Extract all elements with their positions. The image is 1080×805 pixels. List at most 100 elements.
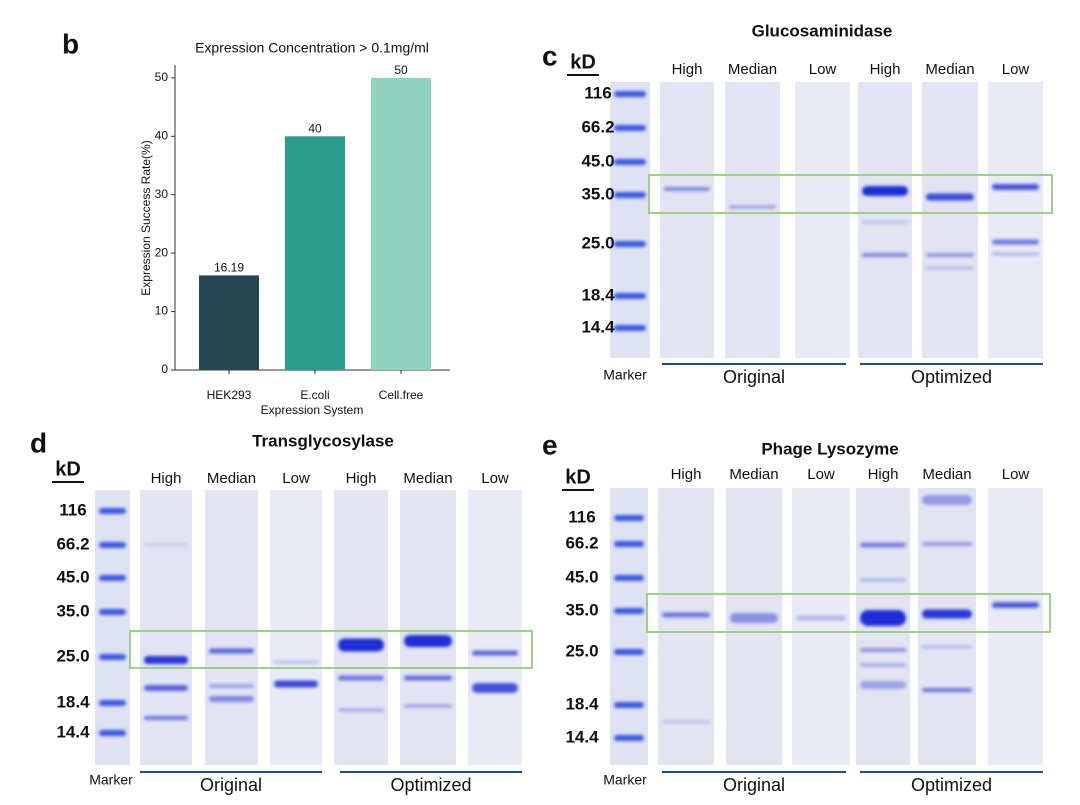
protein-band xyxy=(404,704,452,708)
marker-band xyxy=(99,575,126,581)
y-tick-label: 20 xyxy=(155,245,169,259)
protein-band xyxy=(860,578,906,582)
lane-label: Low xyxy=(1002,466,1030,483)
protein-band xyxy=(860,648,906,652)
marker-band xyxy=(614,241,646,247)
marker-size-label: 66.2 xyxy=(581,117,614,136)
marker-label: Marker xyxy=(603,772,647,788)
protein-band xyxy=(922,688,972,692)
protein-band xyxy=(860,542,906,548)
lane-label: Median xyxy=(729,466,778,483)
protein-band xyxy=(862,186,908,196)
protein-band xyxy=(209,696,254,702)
protein-band xyxy=(862,253,908,257)
marker-size-label: 25.0 xyxy=(56,646,89,665)
highlight-box xyxy=(648,174,1053,214)
marker-band xyxy=(99,700,126,706)
lane-label: Median xyxy=(728,61,777,78)
lane-label: High xyxy=(868,466,899,483)
marker-size-label: 14.4 xyxy=(565,727,599,746)
marker-band xyxy=(614,735,644,741)
protein-band xyxy=(209,684,254,688)
lane-label: High xyxy=(346,470,377,487)
group-label: Original xyxy=(200,775,262,795)
gel-lane xyxy=(334,490,388,765)
chart-title: Expression Concentration > 0.1mg/ml xyxy=(195,40,429,56)
group-label: Optimized xyxy=(911,367,992,387)
panel-label: e xyxy=(542,429,558,460)
protein-band xyxy=(860,610,906,626)
marker-band xyxy=(614,541,644,547)
lane-label: Median xyxy=(403,470,452,487)
marker-size-label: 18.4 xyxy=(56,692,90,711)
marker-band xyxy=(614,159,646,165)
gel-lane xyxy=(658,488,714,765)
marker-size-label: 25.0 xyxy=(565,641,598,660)
gel-lane xyxy=(988,82,1043,358)
protein-band xyxy=(862,220,908,224)
marker-label: Marker xyxy=(89,772,133,788)
marker-size-label: 18.4 xyxy=(581,285,615,304)
protein-band xyxy=(926,266,974,270)
lane-label: High xyxy=(151,470,182,487)
protein-band xyxy=(860,663,906,667)
protein-band xyxy=(922,645,972,649)
marker-band xyxy=(99,508,126,514)
y-axis-label: Expression Success Rate(%) xyxy=(139,140,153,295)
marker-size-label: 35.0 xyxy=(581,184,614,203)
unit-label: kD xyxy=(565,466,591,488)
y-tick-label: 40 xyxy=(155,128,169,142)
marker-size-label: 35.0 xyxy=(56,601,89,620)
marker-band xyxy=(614,515,644,521)
marker-band xyxy=(614,575,644,581)
group-label: Original xyxy=(723,775,785,795)
marker-band xyxy=(99,609,126,615)
marker-size-label: 116 xyxy=(568,507,595,526)
protein-band xyxy=(796,615,846,621)
lane-label: High xyxy=(870,61,901,78)
protein-band xyxy=(144,685,188,691)
lane-label: Median xyxy=(925,61,974,78)
gel-lane xyxy=(858,82,912,358)
y-tick-label: 10 xyxy=(155,304,169,318)
x-tick-label: HEK293 xyxy=(207,388,252,402)
marker-size-label: 116 xyxy=(584,83,611,102)
y-tick-label: 30 xyxy=(155,187,169,201)
unit-label: kD xyxy=(570,51,596,73)
gel-lane xyxy=(660,82,714,358)
protein-band xyxy=(922,542,972,546)
marker-band xyxy=(614,192,646,198)
marker-lane xyxy=(610,488,648,765)
protein-band xyxy=(992,184,1039,190)
protein-band xyxy=(992,252,1039,256)
marker-band xyxy=(614,608,644,614)
marker-band xyxy=(614,125,646,131)
marker-size-label: 14.4 xyxy=(581,317,615,336)
protein-band xyxy=(472,650,518,656)
marker-band xyxy=(614,293,646,299)
lane-label: Low xyxy=(809,61,837,78)
protein-band xyxy=(338,708,384,712)
bar xyxy=(199,275,259,370)
protein-band xyxy=(662,720,710,724)
gel-lane xyxy=(795,82,850,358)
lane-label: High xyxy=(672,61,703,78)
unit-label: kD xyxy=(55,458,81,480)
gel-lane xyxy=(726,488,782,765)
bar xyxy=(371,77,431,371)
protein-band xyxy=(926,193,974,201)
protein-band xyxy=(926,253,974,257)
gel-lane xyxy=(988,488,1043,765)
group-label: Original xyxy=(723,367,785,387)
gel-lane xyxy=(205,490,258,765)
protein-band xyxy=(922,495,972,505)
marker-size-label: 45.0 xyxy=(565,567,598,586)
marker-band xyxy=(99,654,126,660)
protein-band xyxy=(274,660,318,664)
marker-size-label: 116 xyxy=(59,500,86,519)
protein-band xyxy=(729,205,776,209)
marker-lane xyxy=(95,490,130,765)
protein-band xyxy=(992,602,1039,608)
group-label: Optimized xyxy=(911,775,992,795)
